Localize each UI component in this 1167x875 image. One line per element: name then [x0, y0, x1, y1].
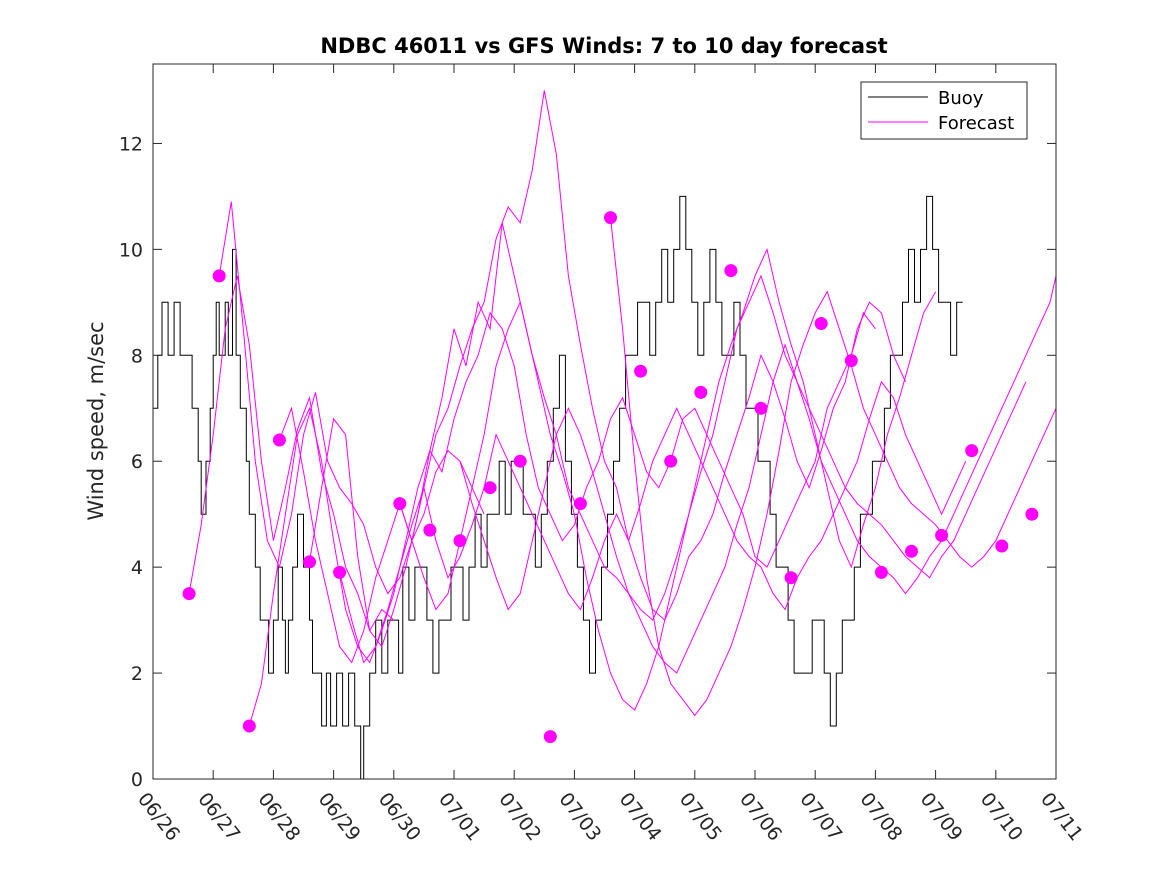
y-axis-label: Wind speed, m/sec	[84, 321, 108, 520]
forecast-run-line	[248, 311, 876, 727]
y-tick-label: 0	[131, 769, 143, 791]
forecast-start-dot	[513, 454, 527, 468]
y-tick-label: 10	[119, 239, 143, 261]
forecast-start-dot	[1025, 507, 1039, 521]
forecast-start-dot	[694, 385, 708, 399]
y-tick-label: 12	[119, 133, 143, 155]
forecast-start-dot	[543, 730, 557, 744]
forecast-start-dot	[844, 354, 858, 368]
axes-box	[152, 63, 1057, 780]
forecast-start-dot	[814, 317, 828, 330]
forecast-start-dot	[303, 555, 316, 569]
forecast-run-line	[218, 201, 485, 595]
forecast-start-dot	[784, 571, 798, 585]
plot-area	[153, 90, 1057, 780]
forecast-run-line	[278, 90, 906, 664]
forecast-start-dot	[935, 528, 949, 542]
forecast-run-line	[188, 275, 395, 632]
forecast-start-dot	[333, 565, 347, 579]
forecast-run-line	[459, 275, 1057, 674]
forecast-start-dot	[453, 534, 467, 548]
y-tick-label: 2	[131, 663, 143, 685]
forecast-start-dot	[754, 401, 768, 415]
forecast-start-dot	[423, 523, 437, 537]
forecast-start-dot	[604, 211, 617, 225]
legend: Buoy Forecast	[860, 81, 1028, 140]
forecast-start-dot	[182, 587, 196, 601]
forecast-run-line	[339, 380, 967, 664]
forecast-start-dot	[965, 444, 979, 458]
y-tick-label: 8	[131, 345, 143, 367]
legend-box	[860, 81, 1028, 140]
forecast-start-dot	[724, 264, 738, 278]
legend-forecast-label: Forecast	[938, 113, 1014, 134]
forecast-start-dot	[874, 565, 888, 579]
y-tick-label: 4	[131, 557, 143, 579]
forecast-start-dot	[995, 539, 1009, 553]
buoy-series-line	[153, 195, 963, 780]
forecast-start-dot	[272, 433, 286, 447]
forecast-start-dot	[483, 481, 497, 495]
forecast-start-dot	[393, 497, 407, 511]
forecast-start-dot	[212, 269, 226, 283]
y-tick-label: 6	[131, 451, 143, 473]
forecast-start-dot	[905, 544, 918, 558]
forecast-run-line	[309, 222, 937, 711]
forecast-run-line	[610, 217, 1057, 717]
forecast-start-dot	[634, 364, 648, 378]
forecast-start-dot	[242, 719, 256, 733]
chart-title: NDBC 46011 vs GFS Winds: 7 to 10 day for…	[320, 34, 887, 58]
legend-buoy-label: Buoy	[938, 88, 984, 109]
forecast-start-dot	[573, 497, 587, 511]
forecast-start-dot	[664, 454, 678, 468]
